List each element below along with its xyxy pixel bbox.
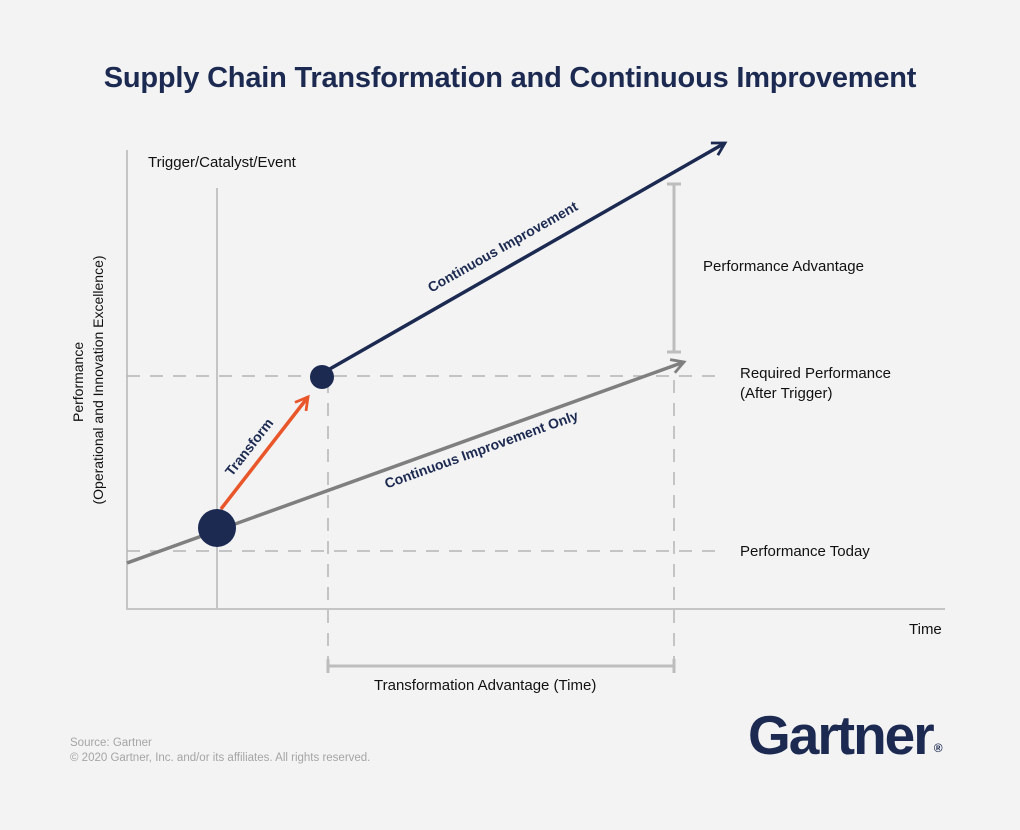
required-performance-label-line2: (After Trigger) [740,385,833,402]
gartner-logo-text: Gartner [748,704,935,766]
required-performance-label: Required Performance (After Trigger) [740,364,891,404]
required-performance-label-line1: Required Performance [740,365,891,382]
source-note: Source: Gartner © 2020 Gartner, Inc. and… [70,736,370,766]
registered-mark: ® [933,741,943,755]
y-axis-label-line1: Performance [70,342,86,422]
transformation-advantage-label: Transformation Advantage (Time) [374,677,597,694]
copyright-line: © 2020 Gartner, Inc. and/or its affiliat… [70,752,371,764]
performance-today-label: Performance Today [740,543,870,560]
y-axis-label-line2: (Operational and Innovation Excellence) [90,255,106,504]
transformation-advantage-bracket [326,659,676,673]
page-title: Supply Chain Transformation and Continuo… [103,62,917,94]
transformed-performance-point [310,365,334,389]
gartner-logo: Gartner® [748,705,943,778]
transform-arrow [219,394,310,511]
source-line: Source: Gartner [70,737,152,749]
performance-today-point [198,509,236,547]
continuous-improvement-line [327,141,728,372]
trigger-label: Trigger/Catalyst/Event [148,154,296,171]
continuous-improvement-label: Continuous Improvement [425,198,581,296]
x-axis-label: Time [909,621,942,638]
performance-advantage-label: Performance Advantage [703,258,864,275]
y-axis-label: Performance (Operational and Innovation … [70,255,106,504]
performance-advantage-bracket [667,182,681,354]
continuous-improvement-only-label: Continuous Improvement Only [382,407,580,491]
